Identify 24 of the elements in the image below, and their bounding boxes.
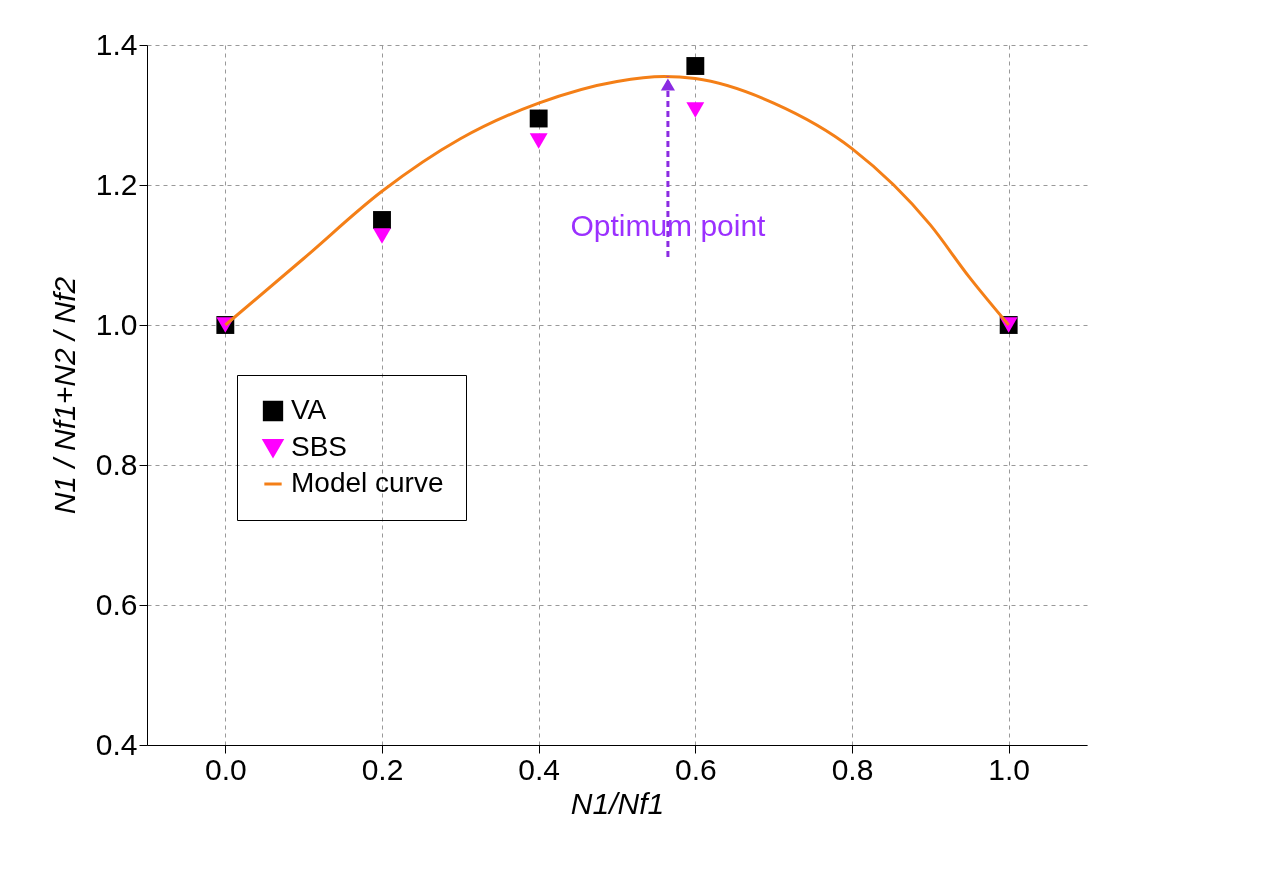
y-tick-label: 1.4 (95, 27, 138, 61)
y-tick-label: 0.4 (95, 727, 138, 761)
legend-label: VA (291, 394, 327, 425)
x-tick-label: 0.6 (674, 752, 717, 786)
y-tick-label: 0.8 (95, 447, 138, 481)
x-tick-label: 0.8 (831, 752, 874, 786)
legend-label: SBS (291, 431, 348, 462)
y-tick-label: 1.0 (95, 307, 138, 341)
point (686, 102, 705, 118)
point (529, 133, 548, 149)
annotation: Optimum point (570, 208, 767, 242)
legend-label: Model curve (291, 467, 444, 498)
x-tick-label: 0.2 (361, 752, 404, 786)
x-tick-label: 0.0 (204, 752, 247, 786)
x-tick-label: 1.0 (988, 752, 1031, 786)
x-axis-title: N1/Nf1 (570, 786, 665, 820)
point (529, 109, 548, 128)
point (373, 228, 391, 244)
point (373, 211, 391, 229)
y-axis-title: N1 / Nf1+N2 / Nf2 (47, 276, 81, 515)
y-tick-label: 1.2 (95, 167, 138, 201)
x-tick-label: 0.4 (518, 752, 561, 786)
point (686, 57, 705, 75)
y-tick-label: 0.6 (95, 587, 138, 621)
